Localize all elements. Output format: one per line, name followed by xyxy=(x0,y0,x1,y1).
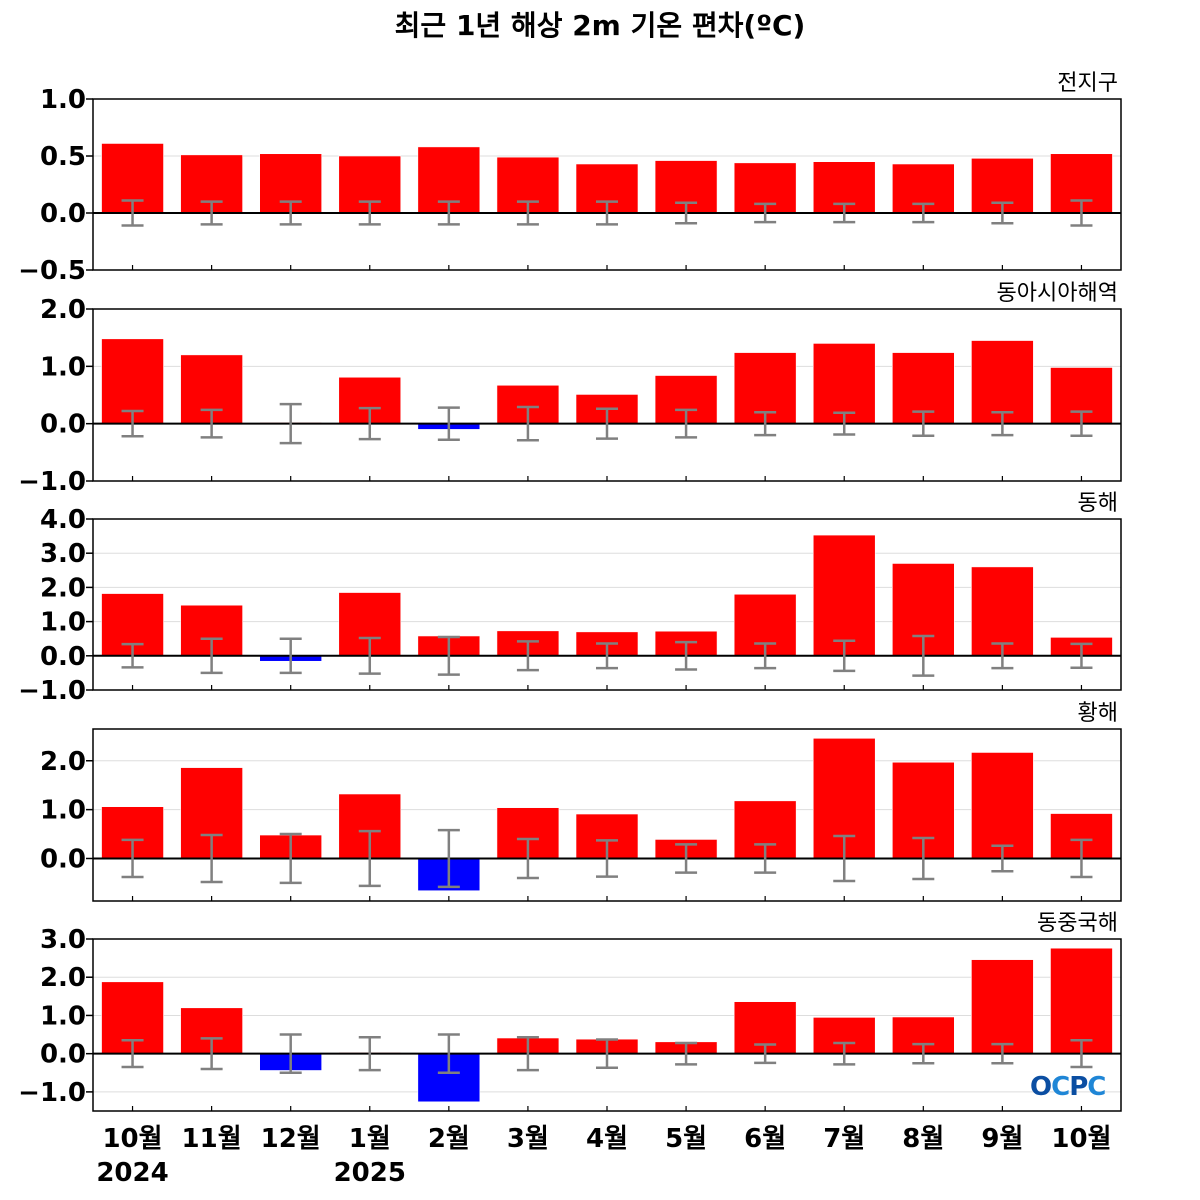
x-tick-label: 8월 xyxy=(902,1124,944,1154)
y-tick-label: 0.0 xyxy=(40,844,86,874)
panel-frame xyxy=(92,938,1122,1112)
y-tick-label: 2.0 xyxy=(40,573,86,603)
x-tick-label: 7월 xyxy=(823,1124,865,1154)
y-tick-label: 0.0 xyxy=(40,1040,86,1070)
y-tick-label: 0.5 xyxy=(40,142,86,172)
y-tick-label: 3.0 xyxy=(40,925,86,955)
region-title: 황해 xyxy=(1078,701,1118,726)
y-tick-label: 1.0 xyxy=(40,1001,86,1031)
bar xyxy=(971,566,1034,657)
region-title: 전지구 xyxy=(1057,71,1118,96)
bar xyxy=(812,343,876,424)
y-tick-label: 2.0 xyxy=(40,747,86,777)
ocpc-logo: OCPC xyxy=(1030,1072,1106,1102)
y-tick-label: −1.0 xyxy=(18,467,86,497)
region-title: 동아시아해역 xyxy=(997,281,1118,306)
y-tick-label: 1.0 xyxy=(40,608,86,638)
y-tick-label: 0.0 xyxy=(40,199,86,229)
y-tick-label: −1.0 xyxy=(18,676,86,706)
y-tick-label: 0.0 xyxy=(40,642,86,672)
x-tick-label: 3월 xyxy=(507,1124,549,1154)
x-tick-label: 10월 xyxy=(1051,1124,1111,1154)
chart-title: 최근 1년 해상 2m 기온 편차(ºC) xyxy=(394,9,806,42)
y-tick-label: 2.0 xyxy=(40,963,86,993)
bar xyxy=(971,340,1034,424)
region-title: 동중국해 xyxy=(1037,911,1118,936)
x-tick-label: 11월 xyxy=(182,1124,242,1154)
year-label: 2024 xyxy=(96,1158,168,1188)
bar xyxy=(101,338,164,424)
y-tick-label: 4.0 xyxy=(40,505,86,535)
bar xyxy=(812,534,876,657)
y-tick-label: −1.0 xyxy=(18,1078,86,1108)
y-tick-label: 3.0 xyxy=(40,539,86,569)
x-tick-label: 4월 xyxy=(586,1124,628,1154)
bar xyxy=(575,163,639,214)
region-title: 동해 xyxy=(1078,491,1118,516)
y-tick-label: −0.5 xyxy=(18,256,86,286)
x-tick-label: 10월 xyxy=(102,1124,162,1154)
y-tick-label: 1.0 xyxy=(40,85,86,115)
bar xyxy=(971,752,1034,859)
y-tick-label: 1.0 xyxy=(40,352,86,382)
bar xyxy=(654,375,718,424)
x-tick-label: 9월 xyxy=(981,1124,1023,1154)
y-tick-label: 2.0 xyxy=(40,295,86,325)
bar xyxy=(971,959,1034,1054)
x-tick-label: 5월 xyxy=(665,1124,707,1154)
bar xyxy=(1050,947,1113,1054)
x-tick-label: 1월 xyxy=(349,1124,391,1154)
y-tick-label: 0.0 xyxy=(40,410,86,440)
x-tick-label: 6월 xyxy=(744,1124,786,1154)
y-tick-label: 1.0 xyxy=(40,796,86,826)
year-label: 2025 xyxy=(334,1158,406,1188)
x-tick-label: 2월 xyxy=(428,1124,470,1154)
x-tick-label: 12월 xyxy=(261,1124,321,1154)
